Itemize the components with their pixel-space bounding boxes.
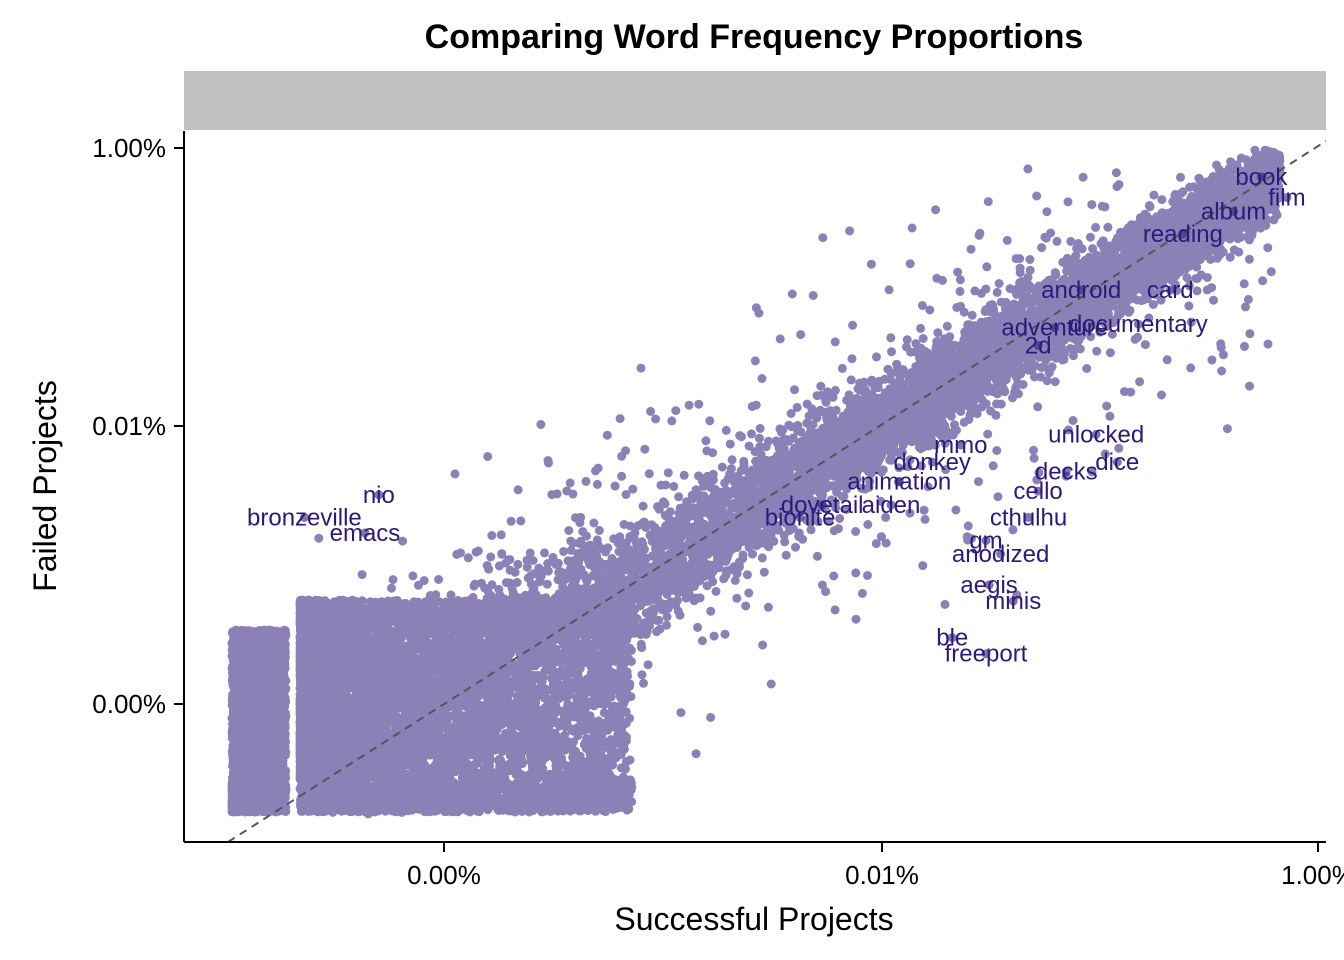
word-label-film: film: [1268, 185, 1305, 212]
word-point-freeport: [981, 649, 991, 659]
y-tick-label: 1.00%: [92, 133, 166, 163]
word-label-ble: ble: [936, 625, 968, 652]
y-tick-label: 0.00%: [92, 689, 166, 719]
word-point-mmo: [956, 440, 966, 450]
word-point-bronzeville: [299, 512, 309, 522]
word-label-aiden: aiden: [862, 492, 921, 519]
word-label-freeport: freeport: [945, 641, 1028, 668]
word-point-nio: [374, 490, 384, 500]
word-label-animation: animation: [847, 468, 951, 495]
word-label-bionite: bionite: [765, 504, 836, 531]
word-label-donkey: donkey: [894, 449, 971, 476]
word-label-mmo: mmo: [934, 432, 987, 459]
word-label-dovetail: dovetail: [781, 492, 864, 519]
word-label-aegis: aegis: [960, 572, 1017, 599]
word-point-android: [1076, 285, 1086, 295]
word-point-bionite: [795, 512, 805, 522]
word-point-card: [1165, 285, 1175, 295]
word-label-card: card: [1147, 277, 1194, 304]
facet-strip: [184, 71, 1326, 130]
plot-area: [227, 140, 1326, 842]
word-label-unlocked: unlocked: [1048, 421, 1144, 448]
word-label-emacs: emacs: [330, 520, 401, 547]
word-point-aegis: [984, 580, 994, 590]
word-label-cthulhu: cthulhu: [990, 504, 1067, 531]
word-point-adventure: [1050, 323, 1060, 333]
word-label-decks: decks: [1035, 459, 1098, 486]
axis-ticks: 0.00% 0.01% 1.00% 0.00% 0.01% 1.00%: [92, 133, 1344, 890]
word-label-2d: 2d: [1025, 332, 1052, 359]
word-point-donkey: [927, 457, 937, 467]
reference-diagonal: [227, 140, 1326, 842]
y-tick-label: 0.01%: [92, 411, 166, 441]
chart-title: Comparing Word Frequency Proportions: [425, 18, 1084, 56]
word-point-cloud: [227, 145, 1285, 819]
word-point-film: [1282, 193, 1292, 203]
y-axis-title: Failed Projects: [27, 380, 63, 592]
word-label-reading: reading: [1143, 221, 1223, 248]
word-label-minis: minis: [985, 588, 1041, 615]
word-point-dice: [1112, 457, 1122, 467]
word-label-gm: gm: [969, 528, 1002, 555]
word-point-documentary: [1133, 319, 1143, 329]
word-label-adventure: adventure: [1001, 315, 1108, 342]
word-point-emacs: [360, 528, 370, 538]
word-point-unlocked: [1091, 429, 1101, 439]
x-tick-label: 0.00%: [407, 860, 481, 890]
word-label-cello: cello: [1013, 478, 1062, 505]
word-point-dovetail: [817, 500, 827, 510]
word-point-minis: [1008, 596, 1018, 606]
word-point-book: [1256, 172, 1266, 182]
word-label-anodized: anodized: [952, 541, 1049, 568]
word-label-dice: dice: [1095, 449, 1139, 476]
word-point-cello: [1033, 486, 1043, 496]
word-point-2d: [1033, 340, 1043, 350]
word-point-anodized: [996, 549, 1006, 559]
word-label-book: book: [1235, 164, 1288, 191]
word-point-ble: [947, 633, 957, 643]
x-tick-label: 0.01%: [845, 860, 919, 890]
word-point-animation: [894, 476, 904, 486]
word-point-aiden: [886, 500, 896, 510]
x-axis-title: Successful Projects: [614, 901, 893, 937]
word-point-gm: [981, 536, 991, 546]
x-tick-label: 1.00%: [1281, 860, 1344, 890]
word-label-album: album: [1201, 198, 1266, 225]
word-point-cthulhu: [1024, 512, 1034, 522]
word-point-decks: [1061, 467, 1071, 477]
word-label-android: android: [1041, 277, 1121, 304]
word-label-bronzeville: bronzeville: [247, 504, 362, 531]
word-label-nio: nio: [363, 482, 395, 509]
word-label-documentary: documentary: [1069, 311, 1208, 338]
word-point-reading: [1178, 229, 1188, 239]
word-point-album: [1229, 206, 1239, 216]
